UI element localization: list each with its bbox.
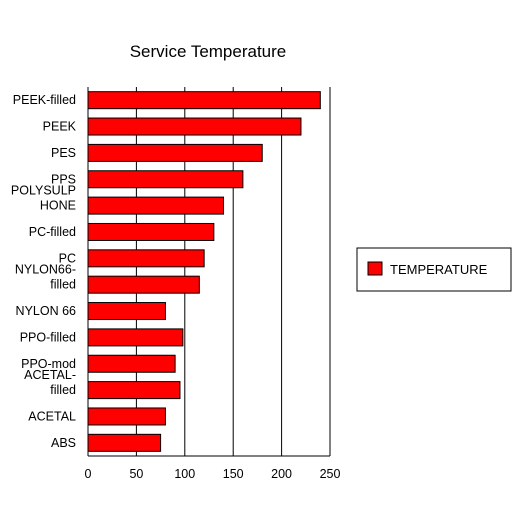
bar	[87, 275, 200, 294]
category-label: PC	[59, 251, 76, 265]
category-label: PEEK	[43, 120, 77, 134]
bars	[87, 91, 321, 452]
category-label: PPO-mod	[21, 357, 76, 371]
gridlines	[87, 87, 331, 457]
bar	[87, 117, 302, 136]
chart-title: Service Temperature	[130, 42, 287, 61]
x-tick-label: 50	[129, 467, 143, 481]
category-label: PC-filled	[29, 225, 76, 239]
category-label: POLYSULP	[11, 184, 76, 198]
category-label: HONE	[40, 199, 76, 213]
category-label: filled	[50, 383, 76, 397]
legend-box	[356, 247, 512, 292]
x-tick-label: 250	[320, 467, 341, 481]
x-tick-label: 200	[271, 467, 292, 481]
x-tick-label: 0	[85, 467, 92, 481]
category-label: PPO-filled	[20, 330, 76, 344]
bar	[87, 143, 263, 162]
category-label: PES	[51, 146, 76, 160]
bar	[87, 328, 184, 347]
bar	[87, 381, 181, 400]
bar	[87, 302, 166, 321]
category-label: NYLON66-	[15, 263, 76, 277]
category-label: ACETAL-	[24, 368, 76, 382]
x-axis-ticks: 0 50 100 150 200 250	[85, 467, 341, 481]
x-tick-label: 150	[223, 467, 244, 481]
bar	[87, 407, 166, 426]
category-label: PEEK-filled	[13, 93, 76, 107]
bar	[87, 91, 321, 110]
category-label: NYLON 66	[16, 304, 76, 318]
bar	[87, 249, 205, 268]
legend-label: TEMPERATURE	[390, 262, 488, 277]
legend-swatch	[367, 261, 383, 276]
category-label: filled	[50, 278, 76, 292]
category-label: PPS	[51, 172, 76, 186]
bar	[87, 433, 162, 452]
bar	[87, 170, 244, 189]
legend: TEMPERATURE	[356, 247, 512, 292]
category-label: ABS	[51, 436, 76, 450]
category-label: ACETAL	[28, 409, 76, 423]
bar	[87, 222, 215, 241]
x-tick-label: 100	[174, 467, 195, 481]
bar	[87, 196, 225, 215]
bar	[87, 354, 176, 373]
